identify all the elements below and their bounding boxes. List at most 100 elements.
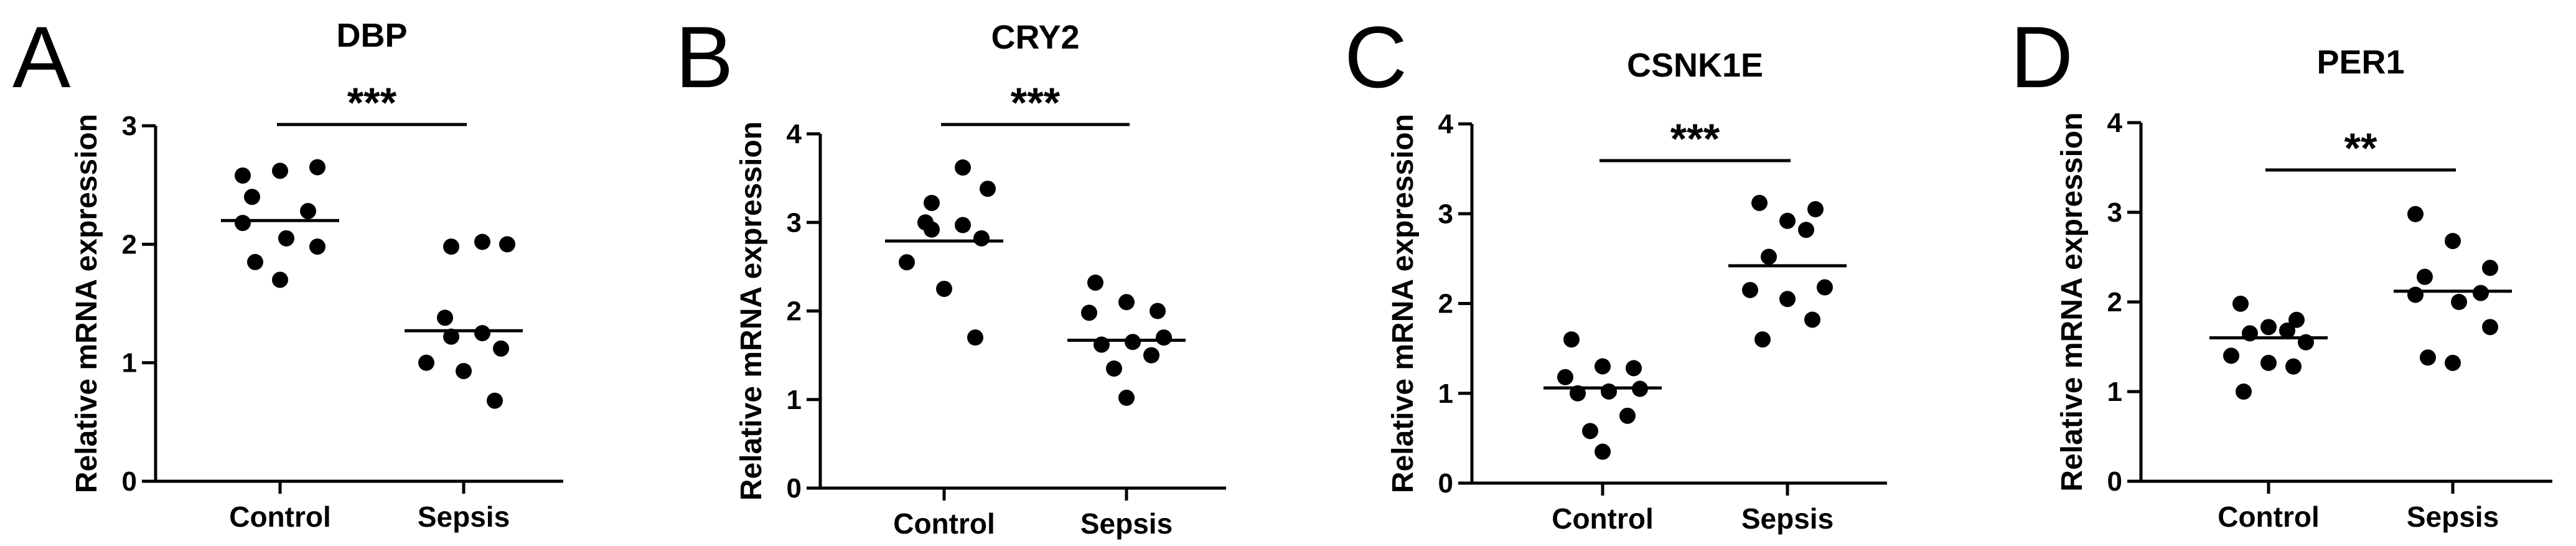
- y-axis-label: Relative mRNA expression: [70, 114, 103, 493]
- data-point: [1150, 303, 1166, 319]
- y-tick-label: 2: [122, 229, 137, 260]
- data-point: [2451, 294, 2467, 310]
- data-point: [437, 309, 453, 326]
- data-point: [2288, 311, 2305, 328]
- data-point: [2445, 354, 2461, 371]
- chart-title: CRY2: [991, 19, 1079, 56]
- chart-title: CSNK1E: [1627, 47, 1763, 84]
- data-point: [1601, 383, 1617, 400]
- data-point: [309, 238, 326, 255]
- x-category-label: Control: [1552, 502, 1654, 535]
- data-point: [2482, 319, 2498, 336]
- y-axis-label: Relative mRNA expression: [735, 121, 768, 501]
- data-point: [1817, 279, 1833, 296]
- data-point: [443, 328, 459, 345]
- chart-title: DBP: [336, 17, 407, 54]
- x-category-label: Control: [893, 507, 995, 540]
- significance-stars: ***: [347, 79, 397, 126]
- data-point: [2223, 347, 2239, 364]
- data-point: [1804, 311, 1820, 328]
- data-point: [1754, 331, 1771, 348]
- data-point: [2260, 354, 2277, 371]
- x-category-label: Control: [229, 501, 331, 533]
- y-tick-label: 1: [787, 385, 802, 415]
- y-tick-label: 1: [1438, 379, 1453, 409]
- data-point: [1742, 281, 1758, 298]
- panel-letter: C: [1344, 8, 1407, 106]
- panel-letter: B: [675, 8, 733, 106]
- data-point: [456, 362, 472, 379]
- data-point: [899, 254, 915, 271]
- data-point: [924, 194, 940, 211]
- y-axis-label: Relative mRNA expression: [2056, 112, 2089, 491]
- data-point: [1779, 212, 1796, 229]
- data-point: [924, 221, 940, 238]
- data-point: [1595, 358, 1611, 375]
- data-point: [2407, 205, 2424, 222]
- y-tick-label: 3: [1438, 199, 1453, 229]
- data-point: [1751, 194, 1768, 211]
- significance-stars: **: [2344, 125, 2377, 172]
- chart-panel-a: A DBP Relative mRNA expression 0 1 2 3 Control S…: [12, 8, 563, 533]
- y-tick-label: 0: [1438, 468, 1453, 499]
- data-point: [1595, 443, 1611, 460]
- y-tick-label: 2: [1438, 289, 1453, 319]
- data-point: [1761, 248, 1777, 265]
- panel-letter: D: [2010, 8, 2073, 106]
- data-point: [955, 217, 971, 233]
- data-point: [474, 233, 490, 250]
- significance-stars: ***: [1670, 115, 1720, 162]
- panel-letter: A: [12, 8, 71, 106]
- significance-stars: ***: [1011, 79, 1061, 126]
- data-point: [309, 159, 326, 176]
- data-point: [2417, 268, 2433, 285]
- x-category-label: Sepsis: [1080, 507, 1173, 540]
- y-tick-label: 0: [787, 473, 802, 504]
- data-point: [2473, 285, 2489, 301]
- y-tick-label: 1: [2107, 377, 2122, 407]
- y-tick-label: 0: [122, 466, 137, 497]
- data-point: [2407, 286, 2424, 303]
- y-tick-label: 2: [2107, 287, 2122, 318]
- data-point: [487, 392, 503, 409]
- data-point: [1156, 329, 1172, 346]
- data-point: [967, 329, 983, 346]
- data-point: [955, 159, 971, 176]
- data-point: [272, 271, 288, 288]
- data-point: [1081, 304, 1097, 321]
- chart-panel-c: C CSNK1E Relative mRNA expression 0 1 2 3 4 Cont…: [1344, 8, 1887, 535]
- data-point: [2482, 260, 2498, 276]
- data-point: [443, 238, 459, 255]
- data-point: [499, 236, 515, 253]
- data-point: [1106, 360, 1122, 377]
- chart-panel-d: D PER1 Relative mRNA expression 0 1 2 3 4 Contro…: [2010, 8, 2552, 533]
- data-point: [1626, 360, 1642, 377]
- y-tick-label: 4: [2107, 108, 2123, 138]
- data-point: [1807, 201, 1824, 218]
- y-tick-label: 4: [1438, 109, 1454, 139]
- y-tick-label: 3: [122, 111, 137, 141]
- y-axis-label: Relative mRNA expression: [1387, 114, 1420, 493]
- x-category-label: Sepsis: [418, 501, 510, 533]
- data-point: [418, 354, 434, 371]
- data-point: [1619, 407, 1636, 424]
- data-point: [2236, 384, 2252, 400]
- y-tick-label: 3: [2107, 197, 2122, 228]
- y-tick-label: 2: [787, 296, 802, 327]
- data-point: [1143, 347, 1159, 364]
- data-point: [278, 230, 294, 247]
- data-point: [1125, 334, 1141, 351]
- data-point: [1779, 291, 1796, 308]
- data-point: [2445, 233, 2461, 250]
- data-point: [493, 340, 509, 357]
- data-point: [1563, 331, 1580, 348]
- data-point: [2420, 349, 2436, 366]
- data-point: [272, 162, 288, 179]
- data-point: [980, 181, 996, 197]
- data-point: [936, 280, 952, 297]
- y-tick-label: 1: [122, 348, 137, 379]
- data-point: [300, 203, 316, 220]
- x-category-label: Control: [2218, 501, 2320, 533]
- data-point: [2285, 358, 2302, 375]
